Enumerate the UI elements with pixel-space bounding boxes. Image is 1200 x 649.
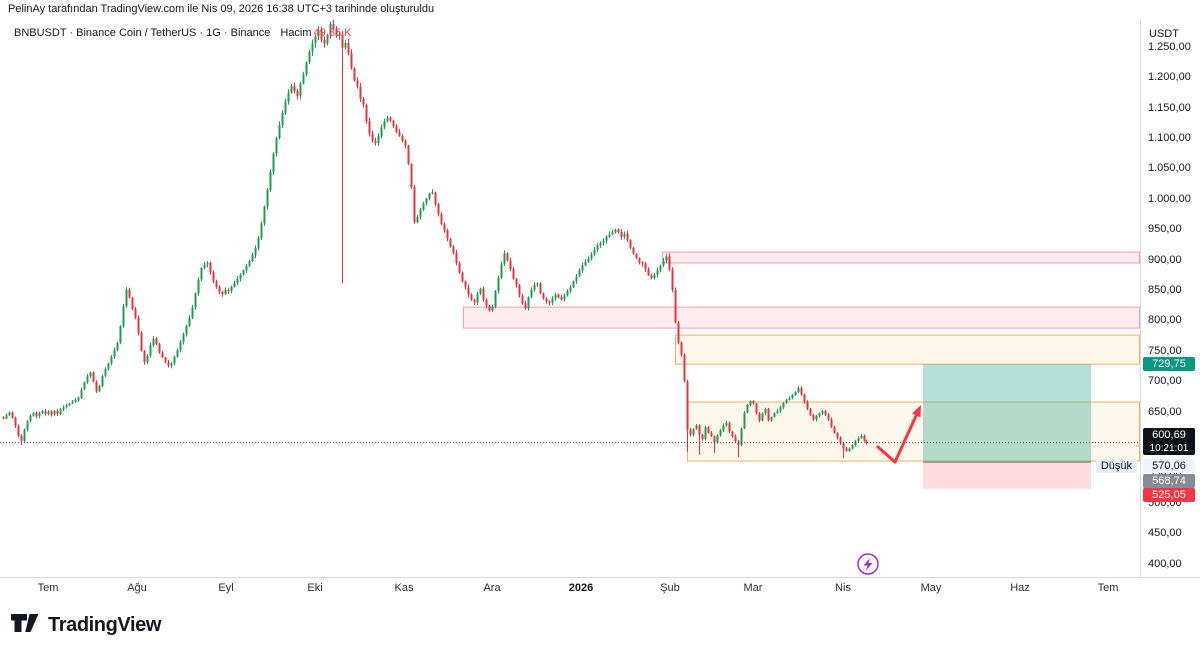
time-tick-ara: Ara: [483, 582, 501, 594]
price-tick: 1.150,00: [1148, 102, 1191, 114]
time-tick-ağu: Ağu: [127, 582, 147, 594]
price-tick: 1.250,00: [1148, 41, 1191, 53]
zone-resistance-zone-750[interactable]: [675, 334, 1140, 365]
symbol-description: BNBUSDT · Binance Coin / TetherUS · 1G ·…: [14, 27, 271, 39]
time-tick-mar: Mar: [743, 582, 763, 594]
chart-legend: BNBUSDT · Binance Coin / TetherUS · 1G ·…: [14, 27, 351, 39]
price-badge-target: 729,75: [1143, 357, 1195, 371]
price-badge-low: 570,06: [1143, 459, 1195, 473]
price-tick: 900,00: [1148, 254, 1182, 266]
price-badge-last: 600,69 10:21:01: [1143, 428, 1195, 455]
time-tick-şub: Şub: [660, 582, 680, 594]
time-tick-nis: Nis: [835, 582, 851, 594]
trend-arrow[interactable]: [876, 411, 919, 464]
price-tick: 800,00: [1148, 314, 1182, 326]
price-axis[interactable]: USDT 1.250,00 1.200,00 1.150,00 1.100,00 1.0…: [1140, 20, 1200, 578]
attribution-text: PelinAy tarafından TradingView.com ile N…: [8, 3, 435, 15]
currency-label: USDT: [1149, 28, 1179, 40]
candles-canvas[interactable]: [0, 0, 1140, 577]
event-lightning-marker[interactable]: [857, 553, 879, 575]
time-tick-kas: Kas: [394, 582, 414, 594]
price-badge-entry: 568,74: [1143, 474, 1195, 488]
volume-label: Hacim: [280, 27, 312, 39]
chart-pane[interactable]: Düşük: [0, 0, 1140, 577]
price-tick: 1.000,00: [1148, 193, 1191, 205]
zone-supply-zone-900[interactable]: [662, 251, 1140, 264]
time-tick-eyl: Eyl: [218, 582, 234, 594]
price-tick: 1.100,00: [1148, 132, 1191, 144]
price-tick: 850,00: [1148, 284, 1182, 296]
time-tick-tem: Tem: [37, 582, 59, 594]
price-tick: 450,00: [1148, 527, 1182, 539]
price-tick: 650,00: [1148, 406, 1182, 418]
tradingview-logo-icon[interactable]: [10, 611, 40, 640]
zone-supply-zone-800[interactable]: [463, 306, 1140, 329]
candles: [2, 19, 868, 459]
position-profit-box[interactable]: [923, 364, 1091, 463]
low-price-floating-label: Düşük: [1095, 459, 1137, 473]
price-tick: 750,00: [1148, 345, 1182, 357]
time-tick-2026: 2026: [568, 582, 594, 594]
position-stop-box[interactable]: [923, 462, 1091, 489]
zone-range-zone-600[interactable]: [687, 401, 1140, 462]
time-tick-may: May: [920, 582, 942, 594]
price-badge-stop: 525,05: [1143, 488, 1195, 502]
time-tick-tem: Tem: [1097, 582, 1119, 594]
time-tick-haz: Haz: [1010, 582, 1030, 594]
price-tick: 700,00: [1148, 375, 1182, 387]
countdown-timer: 10:21:01: [1149, 443, 1189, 454]
price-tick: 1.050,00: [1148, 162, 1191, 174]
volume-value: 49,85 K: [313, 27, 352, 39]
footer: TradingView: [0, 600, 1200, 649]
brand-name[interactable]: TradingView: [48, 614, 162, 636]
lightning-icon: [863, 558, 873, 571]
price-tick: 950,00: [1148, 223, 1182, 235]
price-tick: 1.200,00: [1148, 71, 1191, 83]
time-tick-eki: Eki: [307, 582, 323, 594]
time-axis[interactable]: Tem Ağu Eyl Eki Kas Ara 2026 Şub Mar Nis May Haz Tem: [0, 577, 1200, 601]
price-tick: 400,00: [1148, 558, 1182, 570]
